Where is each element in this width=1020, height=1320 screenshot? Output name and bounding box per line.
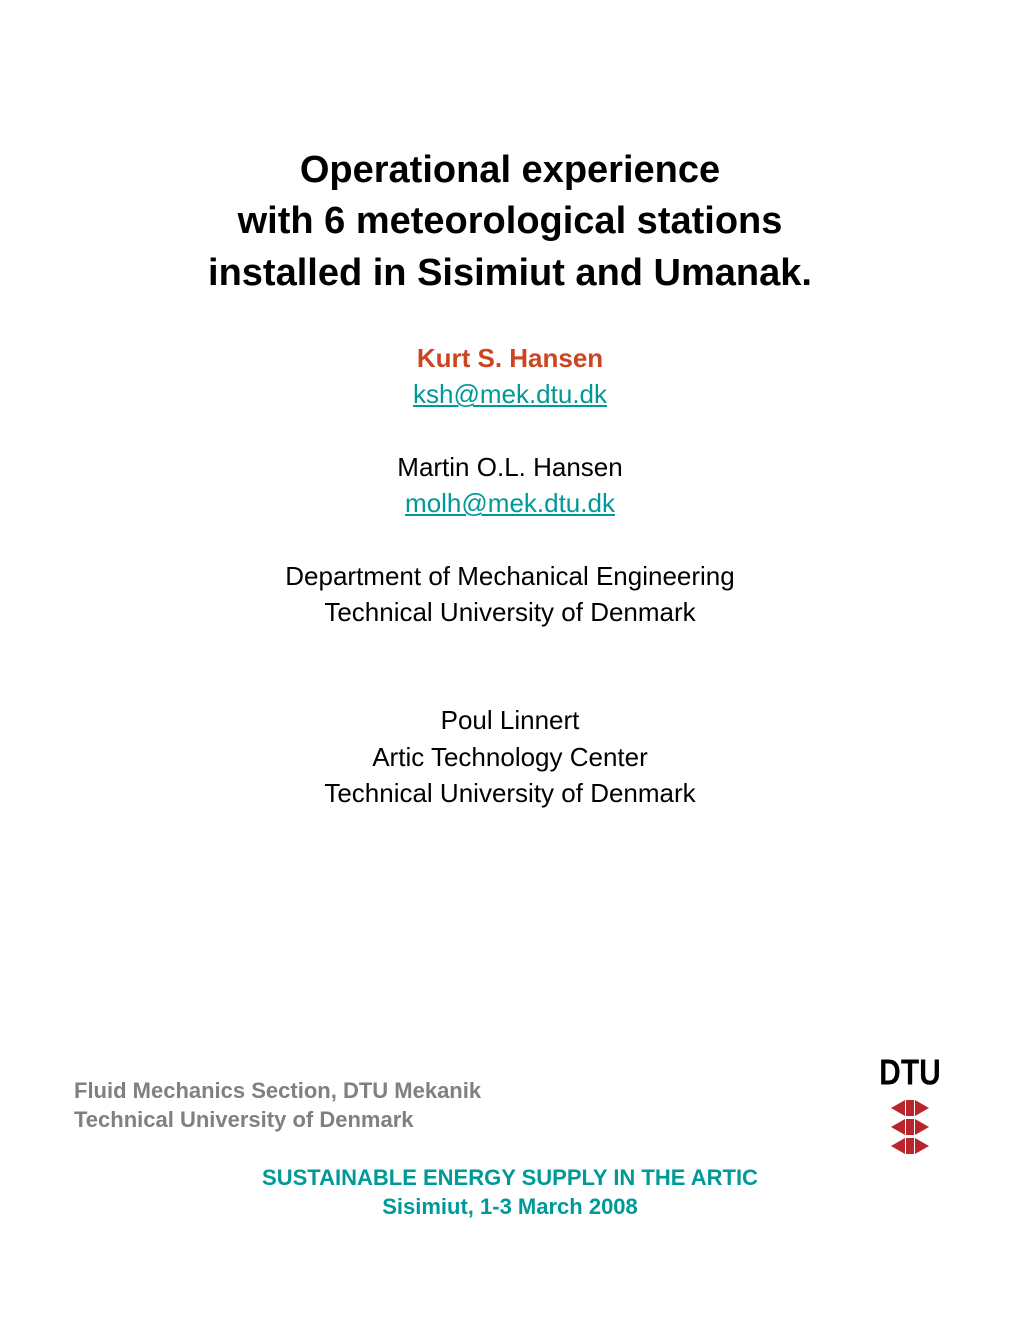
footer-left: Fluid Mechanics Section, DTU Mekanik Tec…	[74, 1076, 481, 1135]
author-second-email[interactable]: molh@mek.dtu.dk	[405, 488, 615, 518]
title-block: Operational experience with 6 meteorolog…	[0, 145, 1020, 299]
author-primary-email[interactable]: ksh@mek.dtu.dk	[413, 379, 607, 409]
dept1-line2: Technical University of Denmark	[0, 594, 1020, 630]
footer-center-line1: SUSTAINABLE ENERGY SUPPLY IN THE ARTIC	[0, 1163, 1020, 1193]
title-line-3: installed in Sisimiut and Umanak.	[0, 248, 1020, 299]
dtu-logo-icon	[874, 1100, 946, 1154]
author-primary-name: Kurt S. Hansen	[0, 340, 1020, 376]
footer-left-line2: Technical University of Denmark	[74, 1105, 481, 1135]
title-line-1: Operational experience	[0, 145, 1020, 196]
slide-page: Operational experience with 6 meteorolog…	[0, 0, 1020, 1320]
footer-center: SUSTAINABLE ENERGY SUPPLY IN THE ARTIC S…	[0, 1163, 1020, 1222]
author-third-name: Poul Linnert	[0, 702, 1020, 738]
dept2-line2: Technical University of Denmark	[0, 775, 1020, 811]
footer-left-line1: Fluid Mechanics Section, DTU Mekanik	[74, 1076, 481, 1106]
title-line-2: with 6 meteorological stations	[0, 196, 1020, 247]
dept1-line1: Department of Mechanical Engineering	[0, 558, 1020, 594]
author-block: Kurt S. Hansen ksh@mek.dtu.dk Martin O.L…	[0, 340, 1020, 812]
dtu-logo: DTU	[874, 1060, 946, 1154]
author-second-name: Martin O.L. Hansen	[0, 449, 1020, 485]
dept2-line1: Artic Technology Center	[0, 739, 1020, 775]
dtu-logo-text: DTU	[874, 1053, 946, 1094]
footer-center-line2: Sisimiut, 1-3 March 2008	[0, 1192, 1020, 1222]
